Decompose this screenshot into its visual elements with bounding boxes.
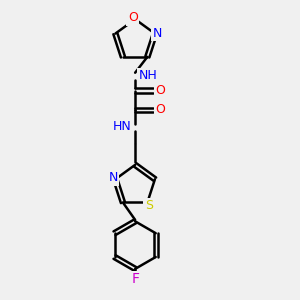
- Text: HN: HN: [113, 120, 132, 133]
- Text: O: O: [155, 103, 165, 116]
- Text: NH: NH: [139, 69, 158, 82]
- Text: N: N: [108, 171, 118, 184]
- Text: O: O: [128, 11, 138, 24]
- Text: F: F: [131, 272, 139, 286]
- Text: N: N: [153, 27, 162, 40]
- Text: O: O: [155, 84, 165, 97]
- Text: S: S: [145, 199, 153, 212]
